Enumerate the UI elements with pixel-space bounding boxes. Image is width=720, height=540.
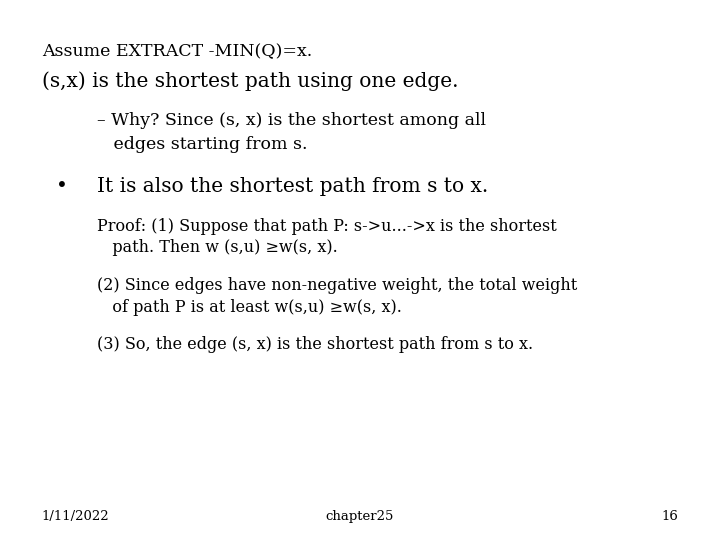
Text: It is also the shortest path from s to x.: It is also the shortest path from s to x…	[97, 177, 488, 196]
Text: of path P is at least w(s,u) ≥w(s, x).: of path P is at least w(s,u) ≥w(s, x).	[97, 299, 402, 315]
Text: (s,x) is the shortest path using one edge.: (s,x) is the shortest path using one edg…	[42, 71, 458, 91]
Text: •: •	[56, 177, 68, 196]
Text: path. Then w (s,u) ≥w(s, x).: path. Then w (s,u) ≥w(s, x).	[97, 239, 338, 256]
Text: (3) So, the edge (s, x) is the shortest path from s to x.: (3) So, the edge (s, x) is the shortest …	[97, 336, 534, 353]
Text: Proof: (1) Suppose that path P: s->u...->x is the shortest: Proof: (1) Suppose that path P: s->u...-…	[97, 218, 557, 234]
Text: 16: 16	[662, 510, 678, 523]
Text: edges starting from s.: edges starting from s.	[97, 136, 307, 153]
Text: (2) Since edges have non-negative weight, the total weight: (2) Since edges have non-negative weight…	[97, 277, 577, 294]
Text: – Why? Since (s, x) is the shortest among all: – Why? Since (s, x) is the shortest amon…	[97, 112, 486, 129]
Text: chapter25: chapter25	[326, 510, 394, 523]
Text: 1/11/2022: 1/11/2022	[42, 510, 109, 523]
Text: Assume EXTRACT -MIN(Q)=x.: Assume EXTRACT -MIN(Q)=x.	[42, 43, 312, 60]
